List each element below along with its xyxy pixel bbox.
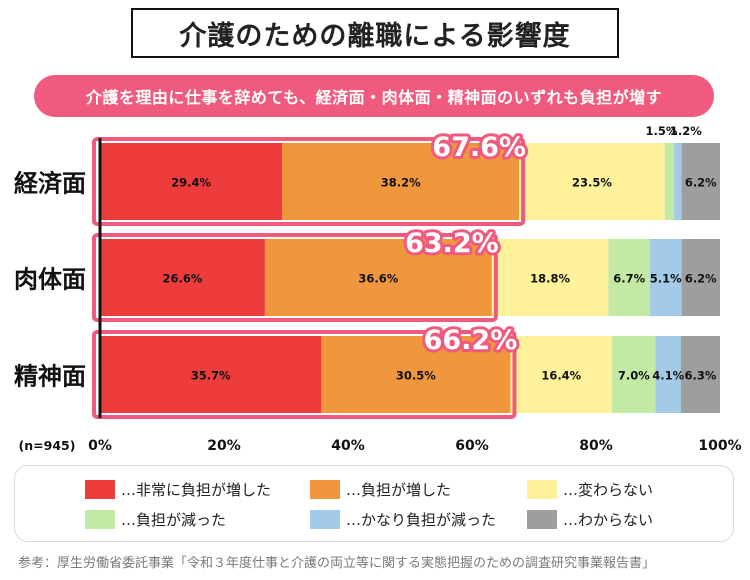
legend-swatch — [310, 509, 340, 529]
bar-segment — [664, 143, 675, 220]
legend-swatch — [310, 479, 340, 499]
bar-segment — [100, 239, 265, 316]
legend-label: …わからない — [563, 510, 654, 529]
data-label: 6.3% — [685, 369, 717, 383]
bar-segment — [264, 239, 492, 316]
bar-segment — [282, 143, 520, 220]
legend-label: …非常に負担が増した — [121, 480, 272, 499]
legend-item: …わからない — [527, 508, 653, 530]
bar-segment — [681, 239, 720, 316]
x-tick-label: 60% — [455, 438, 489, 454]
bar-segment — [100, 336, 322, 413]
bar-segment — [510, 336, 613, 413]
source-note: 参考：厚生労働省委託事業「令和３年度仕事と介護の両立等に関する実態把握のための調… — [18, 556, 656, 571]
x-tick-label: 20% — [207, 438, 241, 454]
legend-swatch — [527, 509, 557, 529]
highlight-total-label: 63.2% — [405, 228, 499, 259]
data-label: 1.2% — [670, 124, 702, 138]
legend-swatch — [527, 479, 557, 499]
data-label: 35.7% — [191, 369, 231, 383]
legend-label: …負担が増した — [346, 480, 452, 499]
data-label: 38.2% — [381, 176, 421, 190]
legend-label: …負担が減った — [121, 510, 227, 529]
legend-item: …変わらない — [527, 478, 653, 500]
data-label: 29.4% — [171, 176, 211, 190]
data-label: 6.2% — [685, 176, 717, 190]
category-label: 肉体面 — [14, 266, 86, 294]
data-label: 6.7% — [613, 272, 645, 286]
highlight-outline — [92, 233, 498, 322]
legend-label: …かなり負担が減った — [346, 510, 497, 529]
data-label: 5.1% — [650, 272, 682, 286]
bar-segment — [491, 239, 609, 316]
data-label: 7.0% — [618, 369, 650, 383]
legend: …非常に負担が増した …負担が増した …変わらない …負担が減った …かなり負担が減った… — [14, 465, 734, 542]
legend-item: …負担が増した — [310, 478, 451, 500]
data-label: 4.1% — [652, 369, 684, 383]
legend-swatch — [85, 509, 115, 529]
bar-segment — [649, 239, 682, 316]
data-label: 36.6% — [358, 272, 398, 286]
data-label: 26.6% — [163, 272, 203, 286]
legend-label: …変わらない — [563, 480, 654, 499]
data-label: 23.5% — [572, 176, 612, 190]
bar-segment — [681, 143, 720, 220]
chart-title: 介護のための離職による影響度 — [131, 8, 619, 58]
x-tick-label: 80% — [579, 438, 613, 454]
bar-segment — [612, 336, 656, 413]
bar-segment — [519, 143, 665, 220]
data-label: 30.5% — [396, 369, 436, 383]
legend-swatch — [85, 479, 115, 499]
category-label: 経済面 — [14, 170, 86, 198]
highlight-outline — [92, 330, 517, 419]
bar-segment — [321, 336, 511, 413]
stacked-bar-chart: 29.4% 38.2% 23.5% 1.5%1.2% 6.2% 67.6% 経済面 26.6%… — [14, 124, 742, 454]
data-label: 6.2% — [685, 272, 717, 286]
category-label: 精神面 — [14, 363, 86, 391]
x-tick-label: 0% — [88, 438, 112, 454]
data-label: 18.8% — [530, 272, 570, 286]
x-tick-label: 100% — [698, 438, 741, 454]
legend-item: …負担が減った — [85, 508, 226, 530]
highlight-total-label: 66.2% — [424, 325, 518, 356]
data-label: 1.5% — [646, 124, 678, 138]
x-tick-label: 40% — [331, 438, 365, 454]
bar-segment — [674, 143, 682, 220]
legend-item: …かなり負担が減った — [310, 508, 496, 530]
bar-segment — [100, 143, 283, 220]
data-label: 16.4% — [541, 369, 581, 383]
highlight-total-label: 67.6% — [432, 132, 526, 163]
bar-segment — [608, 239, 650, 316]
legend-item: …非常に負担が増した — [85, 478, 271, 500]
highlight-outline — [92, 137, 526, 226]
bar-segment — [680, 336, 720, 413]
chart-subtitle: 介護を理由に仕事を辞めても、経済面・肉体面・精神面のいずれも負担が増す — [34, 75, 714, 117]
sample-size-label: (n=945) — [19, 438, 76, 453]
bar-segment — [655, 336, 681, 413]
